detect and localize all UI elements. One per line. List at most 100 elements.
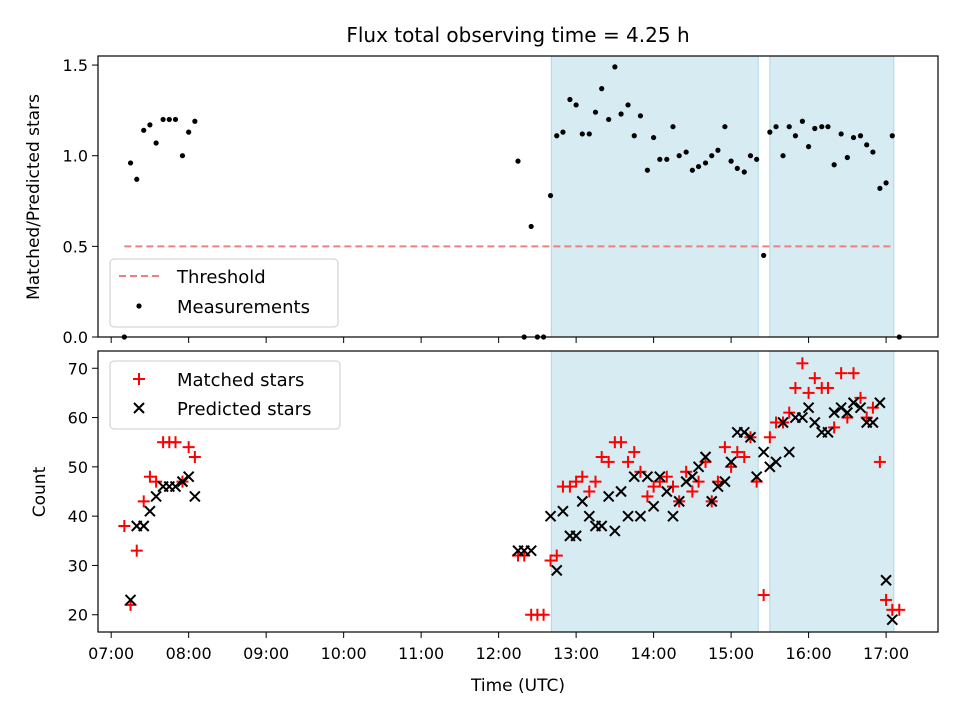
matched-star-point bbox=[130, 544, 143, 557]
predicted-star-point bbox=[880, 574, 892, 586]
x-b bbox=[750, 471, 763, 483]
measurement-point bbox=[127, 160, 134, 166]
x-b bbox=[583, 510, 595, 522]
measurement-point bbox=[812, 125, 818, 132]
matched-star-point bbox=[143, 470, 156, 483]
x-b bbox=[150, 490, 162, 503]
measurement-point bbox=[883, 180, 889, 186]
measurement-point bbox=[792, 133, 799, 139]
legend-predicted-swatch bbox=[133, 402, 145, 414]
predicted-star-point bbox=[770, 456, 782, 468]
matched-star-point bbox=[757, 589, 770, 602]
x-b bbox=[169, 480, 182, 493]
x-b bbox=[874, 397, 886, 409]
predicted-star-point bbox=[576, 495, 589, 508]
x-b bbox=[802, 401, 815, 414]
measurement-point bbox=[722, 124, 728, 130]
x-b bbox=[783, 446, 795, 458]
predicted-star-point bbox=[609, 525, 621, 537]
x-b bbox=[777, 416, 789, 429]
measurement-point bbox=[160, 116, 166, 123]
x-b bbox=[828, 406, 840, 419]
bottom-y-tick-label: 60 bbox=[68, 409, 88, 428]
x-b bbox=[699, 451, 712, 463]
bottom-panel: 07:00 08:00 09:00 10:00 11:00 12:00 13:00 14:00… bbox=[30, 350, 939, 696]
measurement-point bbox=[179, 153, 186, 159]
measurement-point bbox=[153, 140, 159, 146]
measurement-point bbox=[734, 165, 740, 171]
x-b bbox=[661, 485, 673, 498]
matched-star-point bbox=[576, 470, 589, 483]
measurement-point bbox=[786, 124, 792, 130]
measurement-point bbox=[166, 116, 172, 123]
measurement-point bbox=[664, 156, 670, 162]
x-b bbox=[886, 613, 898, 626]
matched-star-point bbox=[821, 381, 834, 394]
predicted-star-point bbox=[544, 510, 557, 522]
x-b bbox=[189, 490, 201, 503]
x-tick-label: 09:00 bbox=[243, 644, 289, 663]
x-b bbox=[615, 485, 627, 498]
x-tick-label: 14:00 bbox=[631, 644, 677, 663]
legend-matched-label: Matched stars bbox=[177, 370, 304, 391]
predicted-star-point bbox=[144, 505, 156, 517]
x-b bbox=[124, 594, 137, 606]
legend-matched-swatch bbox=[133, 373, 145, 385]
x-b bbox=[738, 426, 750, 439]
x-axis-label: Time (UTC) bbox=[470, 676, 565, 696]
predicted-star-point bbox=[699, 451, 712, 463]
predicted-star-point bbox=[634, 510, 647, 522]
x-b bbox=[182, 471, 195, 483]
predicted-star-point bbox=[744, 431, 757, 443]
x-b bbox=[673, 495, 685, 508]
measurement-point bbox=[657, 156, 663, 162]
measurement-point bbox=[741, 169, 747, 175]
bottom-y-ticks: 20 30 40 50 60 70 bbox=[68, 359, 98, 625]
x-b bbox=[686, 471, 699, 483]
matched-star-point bbox=[563, 480, 576, 493]
predicted-star-point bbox=[854, 401, 867, 414]
predicted-star-point bbox=[802, 401, 815, 414]
predicted-star-point bbox=[847, 397, 860, 409]
predicted-star-point bbox=[673, 495, 685, 508]
bottom-y-tick-label: 50 bbox=[68, 458, 88, 477]
measurement-point bbox=[709, 153, 715, 159]
matched-star-point bbox=[893, 603, 906, 616]
predicted-star-point bbox=[692, 461, 705, 473]
matched-star-point bbox=[692, 475, 705, 488]
top-y-tick-label: 0.5 bbox=[63, 237, 88, 256]
measurement-point bbox=[560, 129, 566, 135]
predicted-star-point bbox=[874, 397, 886, 409]
predicted-star-point bbox=[602, 490, 615, 503]
matched-star-point bbox=[118, 520, 131, 533]
measurement-point bbox=[889, 133, 895, 139]
measurement-point bbox=[689, 167, 695, 173]
predicted-star-point bbox=[686, 471, 699, 483]
measurement-points bbox=[121, 64, 902, 340]
measurement-point bbox=[676, 153, 682, 159]
bottom-y-tick-label: 30 bbox=[68, 556, 88, 575]
measurement-point bbox=[644, 167, 651, 173]
measurement-point bbox=[747, 153, 754, 159]
measurement-point bbox=[599, 86, 605, 92]
top-legend: Threshold Measurements bbox=[109, 258, 339, 328]
measurement-point bbox=[515, 158, 521, 164]
x-tick-label: 13:00 bbox=[553, 644, 599, 663]
bottom-shaded-interval-1 bbox=[769, 350, 895, 633]
measurement-point bbox=[805, 144, 812, 150]
matched-star-point bbox=[188, 450, 201, 463]
bottom-y-tick-label: 20 bbox=[68, 606, 88, 625]
measurement-point bbox=[592, 109, 599, 115]
matched-star-point bbox=[634, 465, 647, 478]
predicted-star-point bbox=[667, 510, 679, 522]
measurement-point bbox=[625, 102, 631, 108]
matched-star-point bbox=[647, 480, 660, 493]
x-b bbox=[647, 500, 660, 512]
matched-star-point bbox=[873, 455, 886, 468]
x-tick-label: 15:00 bbox=[708, 644, 754, 663]
top-y-tick-label: 1.5 bbox=[63, 56, 88, 75]
x-b bbox=[557, 505, 569, 517]
matched-star-point bbox=[666, 480, 679, 493]
x-b bbox=[622, 510, 634, 522]
